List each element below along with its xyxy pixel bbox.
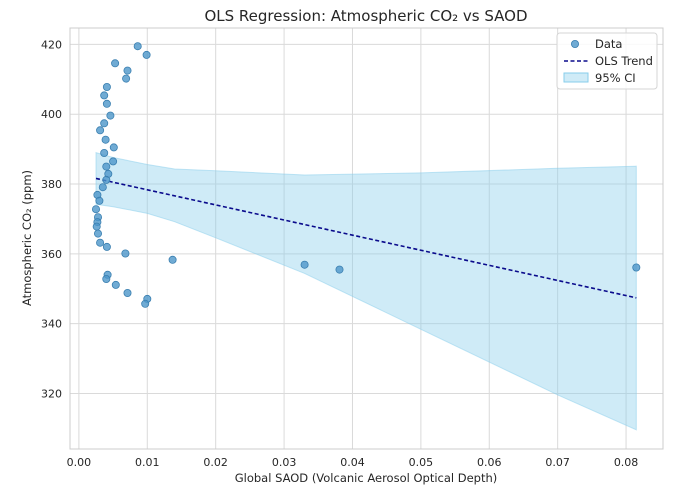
ols-trend-line bbox=[95, 177, 637, 299]
plot-frame bbox=[69, 27, 664, 450]
data-point bbox=[123, 288, 132, 297]
y-tick-label: 420 bbox=[41, 38, 62, 51]
legend-label-trend: OLS Trend bbox=[595, 54, 653, 68]
x-tick-label: 0.05 bbox=[409, 456, 434, 469]
data-point bbox=[122, 74, 131, 83]
grid bbox=[70, 28, 663, 449]
ci-band bbox=[95, 151, 637, 431]
y-axis-label: Atmospheric CO₂ (ppm) bbox=[20, 170, 34, 306]
y-tick-label: 400 bbox=[41, 108, 62, 121]
data-point bbox=[335, 265, 344, 274]
legend-box bbox=[556, 32, 658, 90]
tick-labels: 0.00 0.01 0.02 0.03 0.04 0.05 0.06 0.07 0.08 320 3… bbox=[41, 38, 638, 469]
data-point bbox=[121, 249, 130, 258]
data-point bbox=[632, 263, 641, 272]
data-point bbox=[141, 299, 150, 308]
legend-label-data: Data bbox=[595, 37, 622, 51]
x-tick-label: 0.08 bbox=[614, 456, 639, 469]
data-point bbox=[100, 91, 109, 100]
y-tick-label: 360 bbox=[41, 248, 62, 261]
legend-label-ci: 95% CI bbox=[595, 71, 636, 85]
trend-line-layer bbox=[95, 177, 637, 299]
x-axis-label: Global SAOD (Volcanic Aerosol Optical De… bbox=[235, 471, 498, 485]
data-point bbox=[102, 83, 111, 92]
ci-band-layer bbox=[95, 151, 637, 431]
data-point bbox=[142, 50, 151, 59]
data-point bbox=[109, 143, 118, 152]
data-point bbox=[102, 242, 111, 251]
x-tick-label: 0.01 bbox=[135, 456, 160, 469]
x-tick-label: 0.03 bbox=[272, 456, 297, 469]
data-point bbox=[168, 255, 177, 264]
data-point bbox=[102, 99, 111, 108]
data-points bbox=[92, 42, 641, 308]
x-tick-label: 0.00 bbox=[67, 456, 92, 469]
legend-marker-ci bbox=[563, 72, 589, 83]
data-point bbox=[133, 42, 142, 51]
chart-title: OLS Regression: Atmospheric CO₂ vs SAOD bbox=[204, 7, 527, 25]
data-point bbox=[100, 119, 109, 128]
y-tick-label: 320 bbox=[41, 387, 62, 400]
data-point bbox=[96, 126, 105, 135]
data-point bbox=[98, 183, 107, 192]
data-point bbox=[300, 260, 309, 269]
data-point bbox=[96, 238, 105, 247]
data-point bbox=[102, 162, 111, 171]
x-tick-label: 0.06 bbox=[477, 456, 502, 469]
data-point bbox=[111, 280, 120, 289]
x-tick-label: 0.02 bbox=[203, 456, 228, 469]
data-point bbox=[102, 274, 111, 283]
x-tick-label: 0.04 bbox=[340, 456, 365, 469]
data-point bbox=[106, 111, 115, 120]
data-point bbox=[94, 229, 103, 238]
data-point bbox=[111, 59, 120, 68]
data-point bbox=[109, 157, 118, 166]
data-point bbox=[92, 205, 101, 214]
y-tick-label: 380 bbox=[41, 178, 62, 191]
data-point bbox=[100, 148, 109, 157]
data-point bbox=[92, 222, 101, 231]
data-point bbox=[95, 196, 104, 205]
data-point bbox=[101, 135, 110, 144]
legend: Data OLS Trend 95% CI bbox=[556, 32, 658, 90]
x-tick-label: 0.07 bbox=[545, 456, 570, 469]
y-tick-label: 340 bbox=[41, 318, 62, 331]
data-point bbox=[123, 66, 132, 75]
data-point bbox=[102, 175, 111, 184]
legend-marker-data bbox=[571, 40, 580, 49]
